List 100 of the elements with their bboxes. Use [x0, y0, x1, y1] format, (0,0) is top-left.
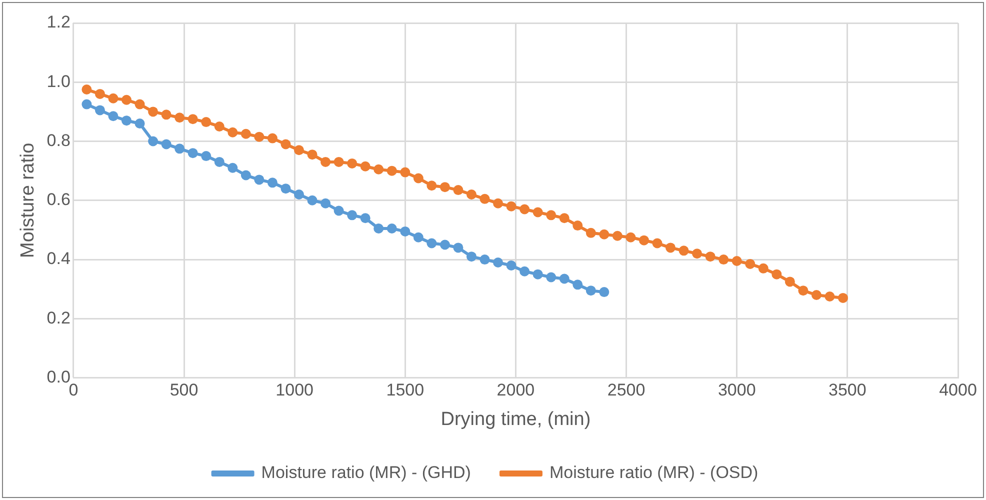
x-tick-label: 1000: [276, 380, 314, 400]
x-tick-label: 2500: [607, 380, 646, 400]
point: [374, 164, 384, 174]
x-tick-label: 0: [68, 380, 78, 400]
point: [453, 242, 464, 253]
point: [360, 161, 370, 172]
point: [400, 167, 410, 178]
point: [532, 207, 543, 218]
point: [161, 110, 172, 120]
point: [426, 180, 437, 191]
point: [267, 133, 278, 144]
point: [798, 286, 808, 296]
point: [612, 230, 622, 241]
point: [466, 252, 476, 262]
point: [334, 156, 344, 167]
point: [161, 139, 172, 150]
point: [240, 170, 251, 180]
point: [413, 232, 424, 242]
point: [374, 223, 384, 234]
point: [122, 116, 132, 126]
point: [320, 198, 331, 208]
x-tick-label: 1500: [386, 380, 424, 400]
y-tick-label: 1.2: [46, 12, 70, 32]
point: [678, 246, 689, 256]
point: [506, 260, 516, 270]
point: [148, 106, 158, 117]
legend-label: Moisture ratio (MR) - (GHD): [261, 463, 471, 482]
y-axis-title: Moisture ratio: [18, 142, 39, 258]
point: [586, 228, 596, 238]
point: [666, 242, 676, 253]
point: [453, 185, 464, 196]
point: [784, 276, 795, 287]
point: [201, 117, 212, 128]
point: [520, 204, 530, 214]
point: [386, 166, 397, 176]
point: [811, 290, 822, 300]
x-tick-label: 4000: [939, 380, 977, 400]
point: [652, 238, 662, 248]
point: [214, 121, 224, 132]
point: [440, 182, 450, 192]
point: [280, 184, 291, 194]
point: [466, 189, 476, 200]
point: [174, 112, 185, 123]
point: [228, 162, 238, 173]
point: [94, 88, 105, 99]
point: [480, 194, 490, 204]
point: [294, 145, 304, 156]
point: [188, 148, 198, 158]
point: [108, 93, 118, 104]
point: [426, 238, 437, 248]
point: [413, 173, 424, 184]
point: [254, 132, 264, 142]
point: [493, 257, 504, 268]
point: [626, 232, 636, 242]
point: [732, 256, 742, 266]
point: [532, 269, 543, 280]
point: [493, 198, 504, 208]
point: [599, 229, 610, 240]
point: [148, 136, 158, 146]
point: [572, 220, 583, 231]
point: [294, 189, 304, 200]
point: [347, 158, 358, 168]
x-axis-title: Drying time, (min): [440, 408, 591, 430]
point: [240, 128, 251, 139]
point: [838, 292, 848, 303]
x-tick-label: 3500: [828, 380, 866, 400]
y-tick-label: 0.4: [46, 249, 70, 268]
point: [718, 254, 729, 265]
point: [440, 240, 450, 250]
point: [559, 213, 570, 224]
point: [480, 254, 490, 265]
point: [320, 156, 331, 167]
point: [334, 206, 344, 216]
point: [758, 263, 768, 274]
x-tick-label: 3000: [718, 380, 756, 400]
point: [506, 201, 516, 212]
point: [108, 111, 118, 122]
y-tick-label: 0.0: [46, 367, 70, 386]
point: [82, 84, 92, 95]
point: [122, 94, 132, 105]
point: [280, 139, 291, 150]
point: [520, 266, 530, 276]
point: [188, 114, 198, 124]
point: [134, 118, 145, 129]
point: [546, 272, 556, 282]
x-tick-label: 2000: [496, 380, 535, 400]
point: [134, 99, 145, 110]
point: [347, 210, 358, 220]
point: [599, 287, 610, 298]
point: [174, 144, 185, 154]
point: [386, 223, 397, 234]
point: [824, 291, 835, 302]
point: [638, 235, 649, 246]
point: [254, 174, 264, 185]
point: [360, 213, 370, 224]
point: [307, 195, 318, 206]
point: [586, 286, 596, 296]
point: [572, 280, 583, 290]
y-tick-label: 0.2: [46, 308, 70, 328]
point: [201, 151, 212, 162]
